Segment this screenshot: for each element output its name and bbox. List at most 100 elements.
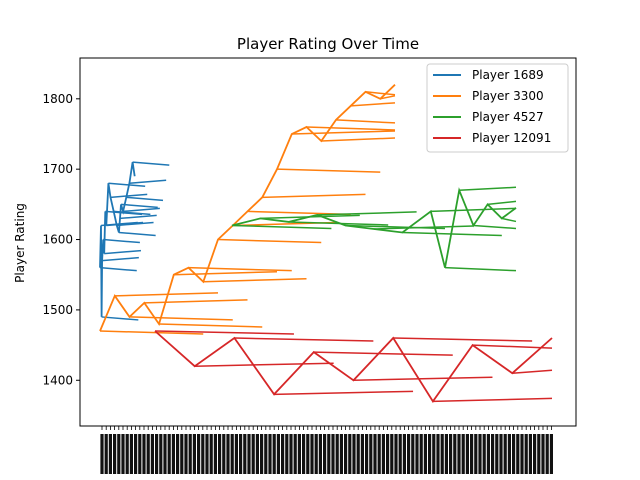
series-segment bbox=[373, 225, 474, 230]
series-segment bbox=[350, 102, 396, 107]
x-tick-label bbox=[423, 434, 427, 474]
x-tick-label bbox=[537, 434, 541, 474]
chart-title: Player Rating Over Time bbox=[237, 35, 419, 53]
x-tick-label bbox=[171, 434, 175, 474]
series-segment bbox=[317, 211, 417, 216]
y-tick-label: 1500 bbox=[42, 303, 73, 317]
x-tick-label bbox=[381, 434, 385, 474]
x-tick-label bbox=[327, 434, 331, 474]
x-tick-label bbox=[449, 434, 453, 474]
x-tick-label bbox=[407, 434, 411, 474]
x-tick-label bbox=[411, 434, 415, 474]
x-tick-label bbox=[264, 434, 268, 474]
x-tick-label bbox=[176, 434, 180, 474]
series-segment bbox=[106, 221, 144, 227]
x-tick-label bbox=[255, 434, 259, 474]
series-segment bbox=[173, 270, 278, 276]
x-tick-label bbox=[201, 434, 205, 474]
series-segment bbox=[512, 369, 553, 374]
series-segment bbox=[217, 238, 322, 244]
x-tick-label bbox=[428, 434, 432, 474]
x-tick-label bbox=[302, 434, 306, 474]
series-segment bbox=[194, 362, 334, 367]
series-segment bbox=[116, 221, 154, 227]
series-segment bbox=[119, 214, 157, 220]
y-tick-label: 1400 bbox=[42, 373, 73, 387]
series-segment bbox=[203, 278, 307, 283]
x-tick-label bbox=[192, 434, 196, 474]
x-tick-label bbox=[188, 434, 192, 474]
x-tick-label bbox=[306, 434, 310, 474]
series-segment bbox=[113, 210, 151, 216]
series-segment bbox=[101, 316, 139, 321]
legend-label: Player 3300 bbox=[472, 89, 544, 103]
x-tick-label bbox=[549, 434, 553, 474]
x-tick-label bbox=[281, 434, 285, 474]
series-segment bbox=[99, 330, 204, 335]
x-tick-label bbox=[167, 434, 171, 474]
series-segment bbox=[231, 224, 332, 230]
x-tick-label bbox=[461, 434, 465, 474]
x-tick-label bbox=[465, 434, 469, 474]
series-segment bbox=[335, 119, 396, 124]
x-tick-label bbox=[138, 434, 142, 474]
x-tick-label bbox=[440, 434, 444, 474]
x-tick-label bbox=[541, 434, 545, 474]
x-tick-label bbox=[121, 434, 125, 474]
series-segment bbox=[288, 221, 389, 226]
series-segment bbox=[103, 238, 140, 244]
series-line bbox=[231, 187, 517, 268]
x-tick-label bbox=[205, 434, 209, 474]
x-tick-label bbox=[314, 434, 318, 474]
x-tick-label bbox=[482, 434, 486, 474]
x-tick-label bbox=[352, 434, 356, 474]
x-tick-label bbox=[146, 434, 150, 474]
x-tick-label bbox=[390, 434, 394, 474]
series-segment bbox=[108, 182, 146, 187]
series-segment bbox=[110, 193, 148, 199]
series-segment bbox=[260, 214, 360, 220]
x-tick-label bbox=[310, 434, 314, 474]
x-tick-label bbox=[184, 434, 188, 474]
series-segment bbox=[154, 330, 294, 335]
series-segment bbox=[99, 266, 137, 272]
plot-lines bbox=[99, 84, 553, 404]
y-tick-label: 1800 bbox=[42, 92, 73, 106]
x-tick-label bbox=[318, 434, 322, 474]
x-tick-label bbox=[436, 434, 440, 474]
series-segment bbox=[313, 351, 453, 356]
x-tick-label bbox=[285, 434, 289, 474]
x-tick-label bbox=[335, 434, 339, 474]
x-tick-label bbox=[377, 434, 381, 474]
x-tick-label bbox=[373, 434, 377, 474]
series-segment bbox=[501, 217, 517, 223]
y-axis-ticks: 1400 1500 1600 1700 1800 bbox=[42, 92, 80, 387]
series-segment bbox=[487, 200, 517, 206]
x-tick-label bbox=[150, 434, 154, 474]
series-segment bbox=[129, 316, 233, 321]
x-tick-label bbox=[507, 434, 511, 474]
series-line bbox=[99, 161, 136, 317]
x-tick-label bbox=[512, 434, 516, 474]
series-segment bbox=[188, 266, 292, 272]
x-tick-label bbox=[218, 434, 222, 474]
x-tick-label bbox=[344, 434, 348, 474]
x-tick-label bbox=[272, 434, 276, 474]
series-segment bbox=[123, 207, 160, 213]
x-tick-label bbox=[234, 434, 238, 474]
x-tick-label bbox=[251, 434, 255, 474]
series-segment bbox=[473, 224, 517, 230]
series-segment bbox=[262, 193, 366, 199]
series-segment bbox=[102, 256, 139, 262]
series-segment bbox=[274, 390, 414, 396]
x-tick-label bbox=[213, 434, 217, 474]
x-tick-label bbox=[297, 434, 301, 474]
x-tick-label bbox=[520, 434, 524, 474]
legend-label: Player 12091 bbox=[472, 131, 551, 145]
x-tick-label bbox=[528, 434, 532, 474]
x-tick-label bbox=[289, 434, 293, 474]
x-tick-label bbox=[276, 434, 280, 474]
x-tick-label bbox=[453, 434, 457, 474]
x-tick-label bbox=[331, 434, 335, 474]
